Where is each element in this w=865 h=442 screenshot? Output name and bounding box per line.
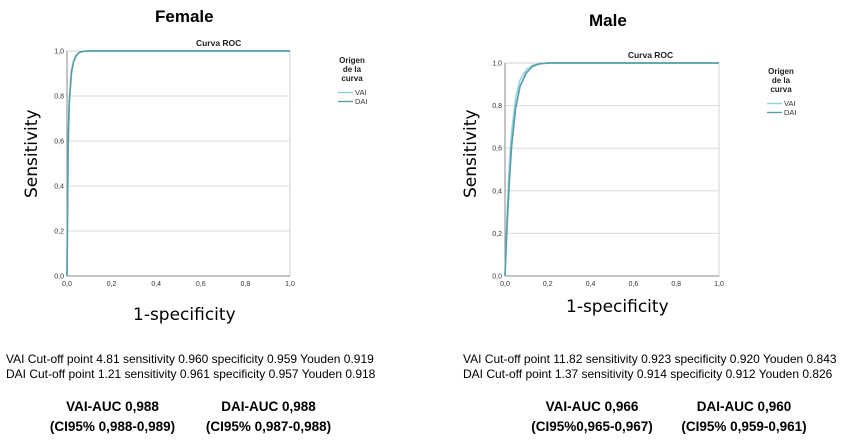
female-legend-label-dai: DAI [355,97,368,106]
male-legend-title: de la [772,76,791,85]
female-x-tick-label: 0,8 [241,281,251,288]
male-series-vai-line [504,62,719,277]
male-vai-auc-value: VAI-AUC 0,966 [545,399,639,414]
male-x-tick-label: 0,8 [671,281,681,288]
male-x-tick-label: 0,6 [629,281,639,288]
female-series-vai-line [66,50,290,277]
male-dai-stats: DAI Cut-off point 1.37 sensitivity 0.914… [463,367,833,381]
male-legend-title: curva [770,85,792,94]
male-dai-auc: DAI-AUC 0,960 (CI95% 0,959-0,961) [669,397,819,437]
female-y-tick-label: 0,6 [54,139,64,146]
female-legend-title: de la [343,65,362,74]
male-vai-auc: VAI-AUC 0,966 (CI95%0,965-0,967) [517,397,667,437]
female-dai-stats: DAI Cut-off point 1.21 sensitivity 0.961… [6,367,376,381]
male-panel-title: Male [589,11,627,30]
male-x-tick-label: 0,2 [543,281,553,288]
female-vai-auc-ci: (CI95% 0,988-0,989) [49,419,176,434]
male-x-tick-label: 0,0 [500,281,510,288]
male-legend-label-vai: VAI [784,99,796,108]
female-dai-auc-ci: (CI95% 0,987-0,988) [205,419,332,434]
female-y-tick-label: 0,8 [54,94,64,101]
male-x-axis-label: 1-specificity [566,297,669,317]
male-legend-label-dai: DAI [784,108,797,117]
female-x-tick-label: 0,6 [196,281,206,288]
female-legend-label-vai: VAI [355,88,367,97]
male-y-tick-label: 1,0 [492,61,502,68]
female-plot-frame [66,50,291,277]
male-y-tick-label: 0,8 [492,103,502,110]
female-x-tick-label: 0,2 [107,281,117,288]
female-series-dai-line [66,50,290,277]
female-y-tick-label: 0,4 [54,184,64,191]
male-y-tick-label: 0,0 [492,274,502,281]
male-vai-auc-ci: (CI95%0,965-0,967) [531,419,653,434]
female-dai-auc-value: DAI-AUC 0,988 [221,399,316,414]
male-x-tick-label: 1,0 [714,281,724,288]
female-x-tick-label: 0,0 [62,281,72,288]
female-panel-title: Female [155,7,214,26]
female-legend-title: curva [341,74,363,83]
male-vai-stats: VAI Cut-off point 11.82 sensitivity 0.92… [463,352,837,366]
male-plot-frame [504,62,720,277]
female-dai-auc: DAI-AUC 0,988 (CI95% 0,987-0,988) [196,397,341,437]
female-vai-auc-value: VAI-AUC 0,988 [66,399,159,414]
male-dai-auc-value: DAI-AUC 0,960 [696,399,792,414]
female-vai-auc: VAI-AUC 0,988 (CI95% 0,988-0,989) [40,397,185,437]
male-y-tick-label: 0,2 [492,231,502,238]
male-y-tick-label: 0,6 [492,146,502,153]
male-dai-auc-ci: (CI95% 0,959-0,961) [681,419,807,434]
female-vai-stats: VAI Cut-off point 4.81 sensitivity 0.960… [6,352,374,366]
female-y-tick-label: 1,0 [54,49,64,56]
female-legend-title: Origen [339,56,365,65]
female-y-tick-label: 0,2 [54,229,64,236]
male-legend-title: Origen [768,67,794,76]
female-x-tick-label: 1,0 [285,281,295,288]
female-chart-title: Curva ROC [196,38,241,48]
female-x-axis-label: 1-specificity [133,305,236,325]
male-y-tick-label: 0,4 [492,188,502,195]
female-y-tick-label: 0,0 [54,274,64,281]
female-x-tick-label: 0,4 [151,281,161,288]
male-chart-title: Curva ROC [628,50,673,60]
male-series-dai-line [504,62,719,277]
male-x-tick-label: 0,4 [586,281,596,288]
